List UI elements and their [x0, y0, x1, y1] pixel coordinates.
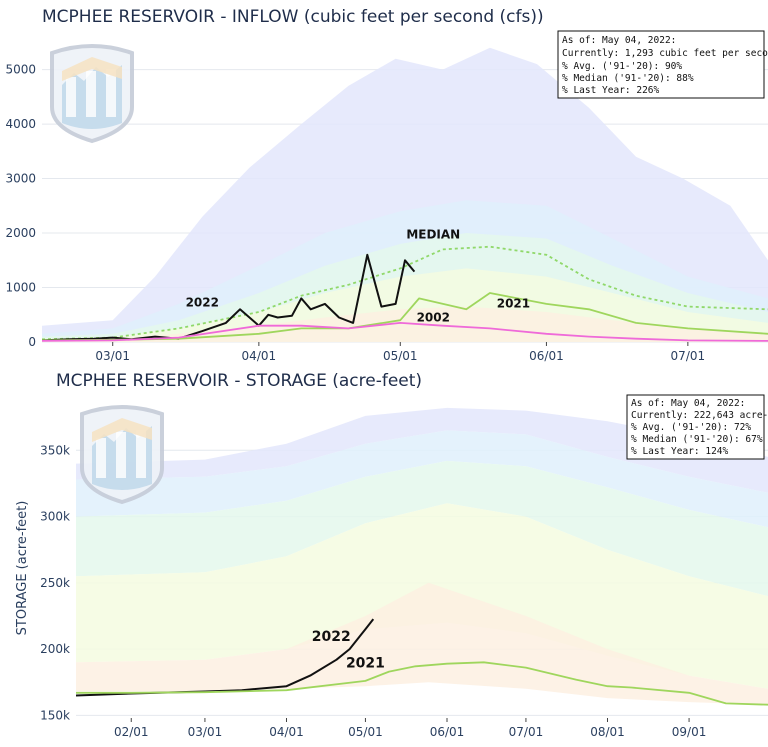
percentile-band	[76, 407, 768, 493]
storage-x-ticks: 02/01 03/01 04/01 05/01 06/01 07/01 08/01 09/01	[114, 718, 706, 739]
storage-y-axis-label: STORAGE (acre-feet)	[15, 501, 30, 636]
inflow-info-line: % Last Year: 226%	[562, 85, 660, 96]
x-tick-label: 06/01	[430, 725, 465, 739]
y-tick-label: 250k	[40, 576, 70, 590]
storage-info-line: Currently: 222,643 acre-feet	[631, 410, 768, 421]
x-tick-label: 09/01	[672, 725, 707, 739]
x-tick-label: 05/01	[348, 725, 383, 739]
storage-percentile-bands	[76, 407, 768, 705]
inflow-info-line: As of: May 04, 2022:	[562, 35, 676, 46]
inflow-chart-title: MCPHEE RESERVOIR - INFLOW (cubic feet pe…	[42, 7, 544, 27]
inflow-logo	[50, 44, 134, 144]
series-label: 2021	[497, 297, 530, 311]
series-line-2002	[42, 322, 768, 342]
storage-logo	[80, 405, 164, 505]
x-tick-label: 07/01	[671, 349, 706, 363]
storage-info-box: As of: May 04, 2022: Currently: 222,643 …	[626, 394, 768, 460]
storage-series	[76, 618, 768, 706]
storage-info-line: % Median ('91-'20): 67%	[631, 434, 763, 445]
storage-chart-title: MCPHEE RESERVOIR - STORAGE (acre-feet)	[56, 371, 422, 391]
y-tick-label: 2000	[5, 226, 36, 240]
percentile-band	[76, 582, 768, 705]
percentile-band	[76, 460, 768, 597]
y-tick-label: 300k	[40, 510, 70, 524]
y-tick-label: 150k	[40, 708, 70, 722]
inflow-info-line: Currently: 1,293 cubic feet per second (…	[562, 48, 768, 59]
storage-chart: 150k 200k 250k 300k 350k 02/01 03/01 04/01 05/0…	[15, 371, 768, 739]
x-tick-label: 03/01	[95, 349, 130, 363]
x-tick-label: 02/01	[114, 725, 149, 739]
inflow-series	[42, 245, 768, 342]
x-tick-label: 08/01	[590, 725, 625, 739]
percentile-band	[42, 306, 768, 342]
series-line-median	[42, 245, 768, 341]
x-tick-label: 06/01	[529, 349, 564, 363]
y-tick-label: 3000	[5, 172, 36, 186]
inflow-series-labels: MEDIAN 2022 2021 2002	[186, 227, 531, 324]
y-tick-label: 5000	[5, 63, 36, 77]
series-label: 2022	[186, 296, 219, 310]
y-tick-label: 4000	[5, 117, 36, 131]
series-label: 2002	[417, 310, 450, 324]
inflow-x-ticks: 03/01 04/01 05/01 06/01 07/01	[95, 342, 705, 363]
percentile-band	[76, 430, 768, 528]
y-tick-label: 0	[28, 335, 36, 349]
storage-series-labels: 2022 2021	[312, 629, 385, 672]
y-tick-label: 350k	[40, 443, 70, 457]
x-tick-label: 04/01	[269, 725, 304, 739]
y-tick-label: 200k	[40, 642, 70, 656]
inflow-info-box: As of: May 04, 2022: Currently: 1,293 cu…	[557, 30, 768, 99]
inflow-y-ticks: 0 1000 2000 3000 4000 5000	[5, 63, 36, 349]
series-label: 2022	[312, 629, 351, 645]
inflow-chart: 0 1000 2000 3000 4000 5000 03/01 04/01 05/01 06/…	[5, 7, 768, 363]
series-label: 2021	[346, 656, 385, 672]
x-tick-label: 07/01	[509, 725, 544, 739]
series-label: MEDIAN	[406, 227, 460, 241]
x-tick-label: 03/01	[188, 725, 223, 739]
storage-info-line: % Avg. ('91-'20): 72%	[631, 422, 751, 433]
series-line-2021	[42, 292, 768, 342]
x-tick-label: 04/01	[242, 349, 277, 363]
series-line-2021	[76, 661, 768, 706]
inflow-percentile-bands	[42, 47, 768, 343]
y-tick-label: 1000	[5, 281, 36, 295]
storage-y-ticks: 150k 200k 250k 300k 350k	[40, 443, 70, 722]
inflow-info-line: % Median ('91-'20): 88%	[562, 73, 694, 84]
inflow-info-line: % Avg. ('91-'20): 90%	[562, 61, 682, 72]
storage-info-line: As of: May 04, 2022:	[631, 398, 745, 409]
storage-info-line: % Last Year: 124%	[631, 446, 729, 457]
x-tick-label: 05/01	[383, 349, 418, 363]
